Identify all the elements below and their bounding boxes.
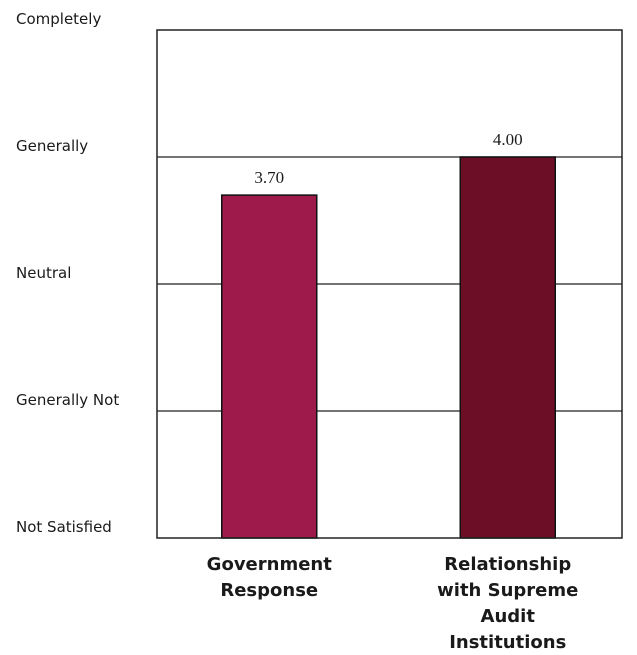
y-tick-label: Generally Not: [16, 391, 119, 409]
y-tick-label: Generally: [16, 137, 88, 155]
bar-value-label: 4.00: [493, 130, 523, 149]
category-label: Institutions: [449, 632, 566, 653]
bars: [221, 156, 556, 539]
category-label: Relationship: [444, 554, 571, 575]
y-tick-label: Not Satisfied: [16, 518, 112, 536]
category-label: with Supreme: [437, 580, 578, 601]
category-labels: Government Response Relationship with Supre…: [207, 554, 579, 653]
bar: [459, 156, 556, 539]
bar: [221, 194, 318, 539]
category-label: Response: [220, 580, 318, 601]
bar-value-label: 3.70: [254, 168, 284, 187]
y-tick-label: Neutral: [16, 264, 71, 282]
plot-frame: [156, 29, 623, 539]
data-labels: 3.70 4.00: [254, 130, 522, 187]
y-tick-label: Completely: [16, 10, 101, 28]
category-label: Audit: [481, 606, 536, 627]
category-label: Government: [207, 554, 333, 575]
y-axis-labels: Not Satisfied Generally Not Neutral General…: [16, 10, 119, 536]
